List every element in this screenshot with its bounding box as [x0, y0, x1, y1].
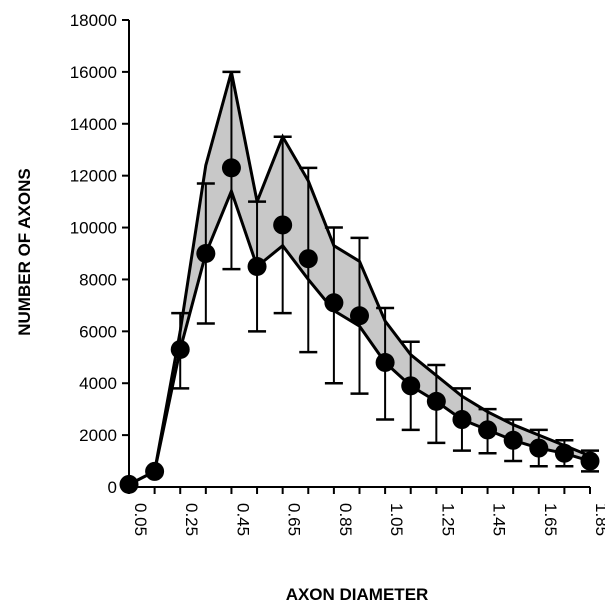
data-point: [350, 306, 369, 326]
x-tick-label: 1.05: [387, 503, 406, 536]
data-point: [401, 376, 421, 396]
data-point: [426, 391, 446, 411]
x-tick-label: 0.85: [336, 503, 355, 536]
plot-area: [119, 70, 600, 494]
data-point: [145, 461, 165, 481]
x-tick-label: 0.65: [285, 503, 304, 536]
x-tick-label: 0.05: [131, 503, 150, 536]
x-tick-label: 1.85: [592, 503, 605, 536]
y-tick-label: 4000: [79, 374, 117, 393]
data-point: [221, 158, 241, 178]
data-point: [170, 339, 190, 359]
data-point: [298, 249, 318, 269]
x-tick-labels: 0.05 0.25 0.45 0.65 0.85 1.05 1.25 1.45 1.65 1.85: [131, 503, 605, 536]
x-tick-label: 0.45: [233, 503, 252, 536]
y-tick-label: 16000: [70, 63, 117, 82]
data-point: [529, 438, 549, 458]
x-tick-label: 0.25: [182, 503, 201, 536]
y-tick-label: 14000: [70, 115, 117, 134]
data-point: [554, 443, 574, 463]
x-tick-label: 1.25: [438, 503, 457, 536]
y-tick-label: 12000: [70, 167, 117, 186]
data-point: [273, 215, 293, 235]
data-point: [324, 293, 344, 313]
x-tick-label: 1.65: [541, 503, 560, 536]
data-point: [503, 430, 523, 450]
y-tick-labels: 0 2000 4000 6000 8000 10000 12000 14000 16000 180…: [70, 11, 117, 497]
data-point: [196, 244, 216, 263]
y-tick-label: 6000: [79, 322, 117, 341]
y-tick-label: 10000: [70, 219, 117, 238]
axes: [122, 19, 591, 494]
data-point: [375, 352, 395, 372]
data-point: [247, 256, 267, 276]
y-tick-label: 18000: [70, 11, 117, 30]
y-tick-label: 2000: [79, 426, 117, 445]
x-tick-label: 1.45: [490, 503, 509, 536]
data-point: [478, 420, 498, 440]
y-axis-title: NUMBER OF AXONS: [15, 168, 34, 336]
data-point: [580, 451, 600, 471]
y-tick-label: 0: [108, 478, 117, 497]
x-axis-title: AXON DIAMETER: [286, 585, 429, 604]
data-point: [452, 410, 472, 430]
y-tick-label: 8000: [79, 270, 117, 289]
